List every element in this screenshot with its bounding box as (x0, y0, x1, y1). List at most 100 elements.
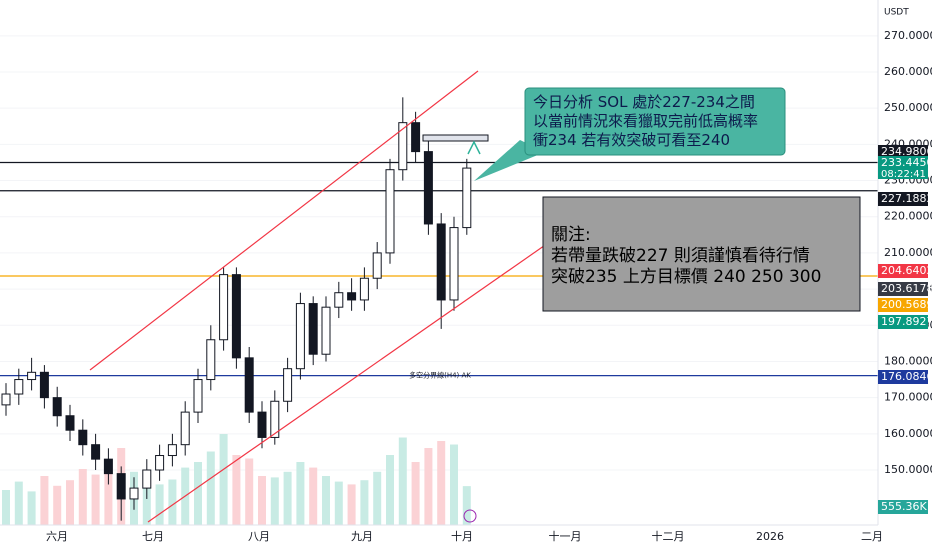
candle-body (372, 252, 382, 279)
candle-body (116, 473, 126, 500)
price-label: 233.4450 (881, 156, 932, 169)
grey-note-box (542, 196, 861, 312)
volume-bar (194, 462, 202, 525)
candle-body (103, 458, 113, 475)
volume-bar (14, 481, 23, 525)
candle-body (244, 357, 254, 413)
price-label-box (878, 298, 928, 312)
volume-label-box (878, 500, 928, 514)
y-tick-label: 260.0000 (884, 65, 932, 78)
candle-body (193, 379, 203, 413)
volume-label: 555.36K (881, 500, 927, 513)
currency-label: USDT (884, 8, 909, 18)
volume-bar (258, 476, 266, 525)
volume-bar (398, 437, 407, 525)
candle-body (385, 169, 395, 254)
volume-bar (296, 462, 305, 525)
candle-body (14, 379, 24, 395)
price-label-box (878, 192, 928, 206)
x-tick-label: 六月 (46, 530, 68, 543)
candle-body (219, 274, 229, 341)
y-tick-label: 210.0000 (884, 246, 932, 259)
volume-bar (360, 480, 369, 525)
candle-body (347, 292, 357, 301)
y-tick-label: 170.0000 (884, 391, 932, 404)
volume-bar (437, 441, 446, 525)
axes: 150.0000160.0000170.0000180.0000190.0000… (46, 29, 932, 543)
price-label: 176.0846 (881, 370, 932, 383)
price-label-box (878, 145, 928, 159)
volume-bar (270, 477, 279, 525)
channel-lower (147, 210, 595, 523)
volume-bar (78, 469, 87, 525)
volume-bar (450, 444, 458, 525)
volume-bar (66, 480, 74, 525)
note-line: 以當前情況來看獵取完前低高概率 (533, 112, 758, 130)
volume-bar (334, 481, 343, 525)
x-tick-label: 九月 (351, 530, 373, 543)
volume-bar (322, 476, 330, 525)
candle-body (52, 397, 62, 417)
price-label-box (878, 370, 928, 384)
volume-bar (2, 490, 10, 525)
candle-body (321, 306, 331, 355)
price-label-box (878, 264, 928, 278)
price-label: 204.6402 (881, 264, 932, 277)
volume-bar (347, 484, 356, 525)
volume-bar (411, 462, 420, 525)
x-tick-label: 十月 (451, 529, 473, 543)
volume-bar (373, 471, 382, 525)
candle-body (462, 167, 472, 229)
candle-body (423, 151, 433, 225)
candle-body (180, 411, 190, 446)
price-label: 200.5689 (881, 298, 932, 311)
note-line: 關注: (551, 225, 591, 245)
volume-bar (232, 455, 241, 525)
note-line: 今日分析 SOL 處於227-234之間 (533, 93, 755, 111)
channel-upper (89, 70, 479, 371)
candle-body (449, 227, 459, 301)
candle-body (155, 455, 165, 471)
volume-bar (27, 491, 36, 525)
zone-box (422, 134, 489, 142)
y-tick-label: 250.0000 (884, 101, 932, 114)
volume-bar (462, 486, 471, 525)
x-tick-label: 二月 (861, 530, 883, 543)
volume-bar (91, 474, 100, 525)
volume (2, 434, 471, 525)
candles (1, 97, 472, 521)
event-icon (463, 509, 477, 523)
candle-body (359, 277, 369, 301)
x-tick-label: 十二月 (652, 529, 685, 543)
candle-body (411, 122, 421, 153)
candle-body (206, 339, 216, 381)
price-label-box (878, 156, 928, 179)
price-label-box (878, 282, 928, 296)
candle-body (308, 303, 318, 355)
volume-bar (283, 471, 292, 525)
y-tick-label: 180.0000 (884, 354, 932, 367)
price-label: 234.9806 (881, 145, 932, 158)
volume-bar (219, 434, 228, 525)
volume-bar (424, 448, 433, 525)
candle-body (398, 122, 408, 171)
x-tick-label: 八月 (248, 530, 270, 543)
candle-body (436, 223, 446, 301)
candle-body (295, 303, 305, 370)
level-text: 多空分界線(H4) AK (409, 371, 471, 380)
volume-bar (155, 484, 164, 525)
volume-bar (142, 483, 151, 525)
price-label: 227.1882 (881, 192, 932, 205)
candle-body (231, 274, 241, 359)
candle-body (167, 444, 177, 457)
volume-bar (40, 476, 49, 525)
x-tick-label: 十一月 (549, 529, 582, 543)
candle-body (142, 469, 152, 489)
y-tick-label: 160.0000 (884, 427, 932, 440)
arrow (467, 140, 481, 155)
y-tick-label: 220.0000 (884, 210, 932, 223)
note-line: 若帶量跌破227 則須謹慎看待行情 (551, 246, 810, 266)
y-tick-label: 270.0000 (884, 29, 932, 42)
